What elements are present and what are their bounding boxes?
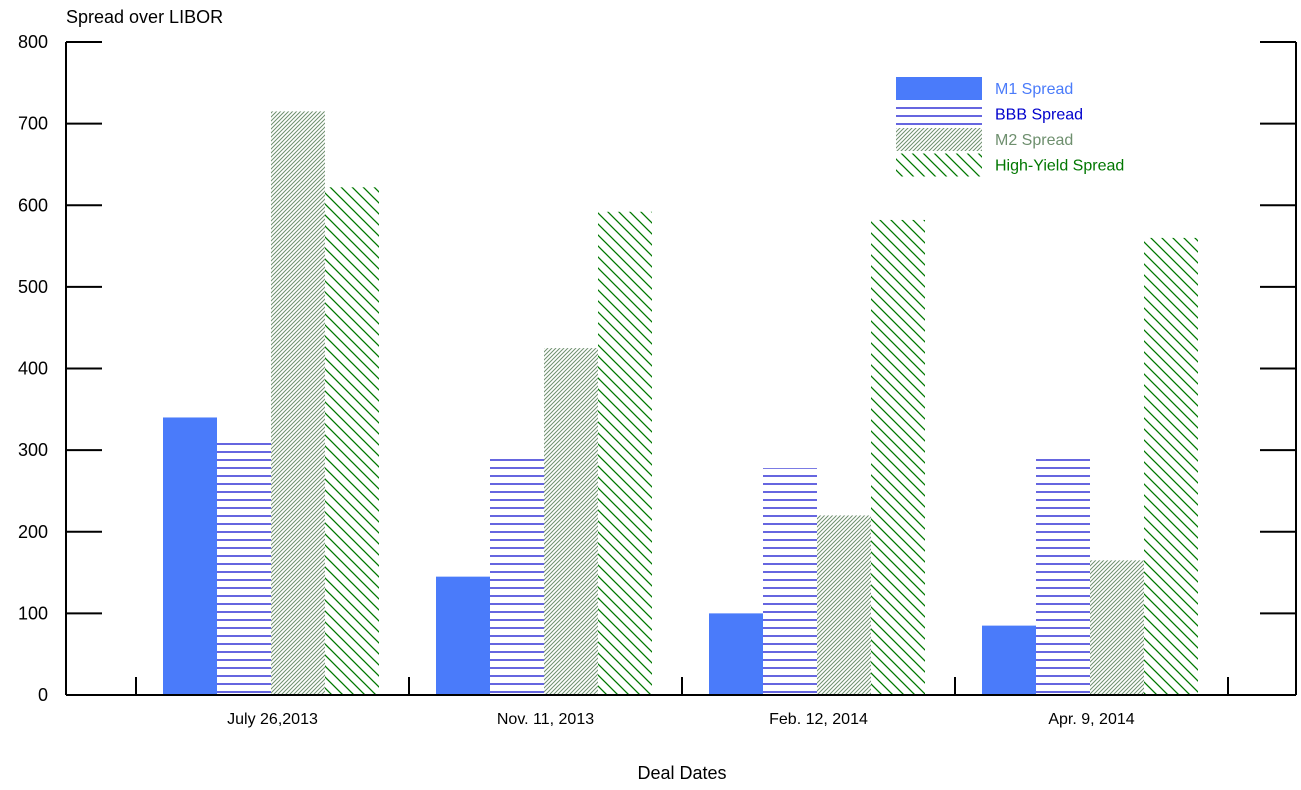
y-tick-label: 600 xyxy=(18,195,48,215)
bars-layer xyxy=(163,111,1198,696)
y-tick-label: 400 xyxy=(18,359,48,379)
legend-label: BBB Spread xyxy=(995,107,1083,124)
legend: M1 Spread BBB Spread M2 Spread High-Yield S… xyxy=(896,77,1124,177)
bar-3-3 xyxy=(817,515,871,695)
bar-2-2 xyxy=(490,458,544,695)
bar-3-4 xyxy=(1090,560,1144,695)
bar-4-2 xyxy=(598,211,652,695)
axes-layer: 0 100 200 300 400 500 600 700 800 July 26,2013 Nov… xyxy=(18,32,1297,728)
bar-2-1 xyxy=(217,439,271,695)
y-tick-label: 500 xyxy=(18,277,48,297)
bar-4-4 xyxy=(1144,237,1198,695)
bar-4-3 xyxy=(871,219,925,695)
y-tick-label: 100 xyxy=(18,603,48,623)
x-tick-label: July 26,2013 xyxy=(227,711,318,728)
y-tick-label: 0 xyxy=(38,685,48,705)
bar-2-4 xyxy=(1036,458,1090,695)
legend-swatch xyxy=(896,153,982,177)
y-tick-label: 200 xyxy=(18,522,48,542)
x-tick-label: Nov. 11, 2013 xyxy=(497,711,594,728)
y-tick-label: 800 xyxy=(18,32,48,52)
bar-1-2 xyxy=(436,576,490,695)
bar-4-1 xyxy=(325,187,379,696)
legend-swatch xyxy=(896,102,982,126)
y-tick-label: 700 xyxy=(18,114,48,134)
bar-3-2 xyxy=(544,348,598,695)
bar-1-1 xyxy=(163,417,217,695)
legend-swatch xyxy=(896,77,982,100)
x-tick-label: Feb. 12, 2014 xyxy=(769,711,868,728)
x-tick-label: Apr. 9, 2014 xyxy=(1048,711,1134,728)
bar-1-3 xyxy=(709,613,763,695)
legend-label: M2 Spread xyxy=(995,132,1073,149)
bar-1-4 xyxy=(982,625,1036,695)
y-axis-title: Spread over LIBOR xyxy=(66,7,223,27)
y-tick-label: 300 xyxy=(18,440,48,460)
x-axis-title: Deal Dates xyxy=(637,763,726,783)
legend-label: M1 Spread xyxy=(995,81,1073,98)
legend-label: High-Yield Spread xyxy=(995,158,1124,175)
bar-2-3 xyxy=(763,468,817,695)
legend-swatch xyxy=(896,128,982,151)
bar-3-1 xyxy=(271,111,325,696)
